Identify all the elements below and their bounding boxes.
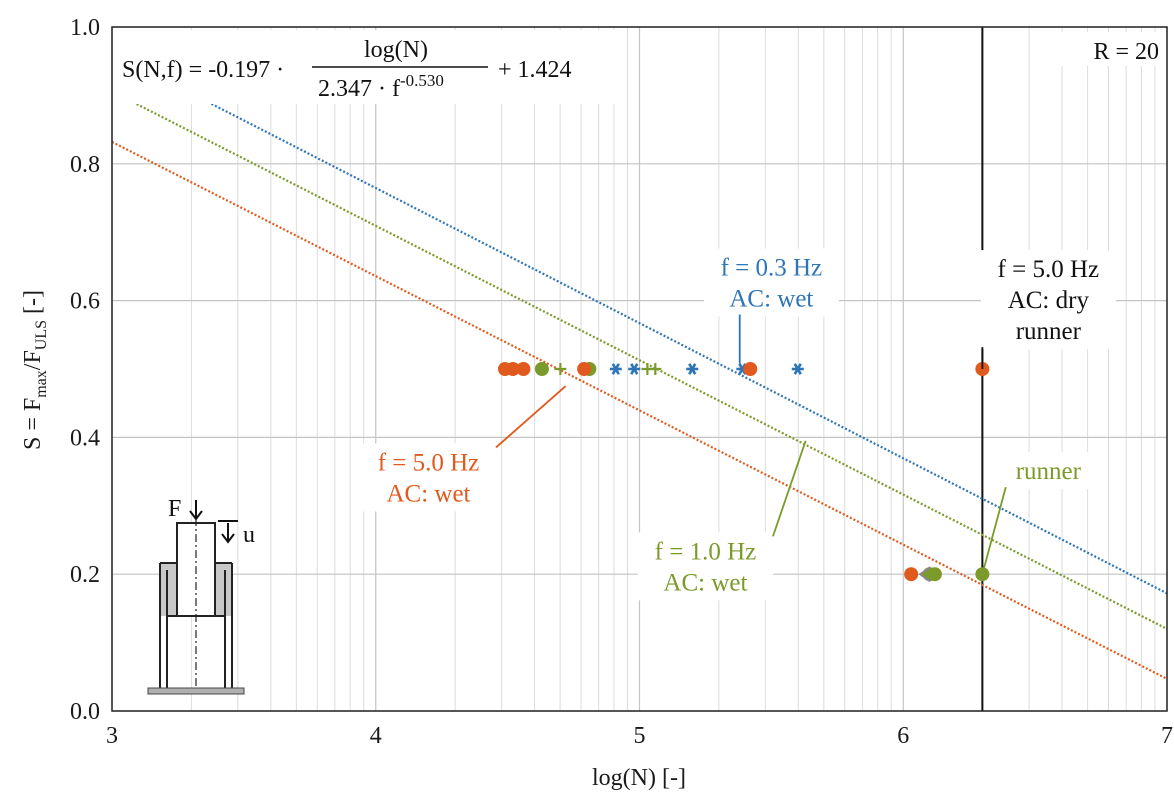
force-arrow bbox=[189, 500, 203, 521]
force-label: F bbox=[168, 496, 181, 522]
annotation-text: f = 1.0 Hz bbox=[655, 538, 757, 565]
displacement-label: u bbox=[243, 522, 255, 548]
x-tick-label: 7 bbox=[1161, 723, 1173, 749]
annotation-text: AC: wet bbox=[386, 480, 470, 507]
annotation-text: AC: wet bbox=[729, 286, 813, 313]
y-tick-label: 0.8 bbox=[70, 152, 100, 178]
specimen-sketch: F u bbox=[147, 496, 255, 695]
x-tick-label: 3 bbox=[106, 723, 118, 749]
annotation-text: runner bbox=[1016, 458, 1082, 485]
fit-line bbox=[203, 99, 1168, 595]
y-axis-title-slash: /F bbox=[20, 350, 46, 370]
annotation-box bbox=[361, 443, 496, 512]
annotation-box bbox=[1005, 452, 1091, 490]
annotation-text: f = 5.0 Hz bbox=[998, 256, 1100, 283]
r-label-box bbox=[1058, 32, 1164, 66]
y-tick-label: 0.6 bbox=[70, 289, 100, 315]
y-axis-title-sub1: max bbox=[33, 370, 50, 398]
displacement-arrow bbox=[218, 520, 238, 544]
data-point-asterisk bbox=[791, 363, 804, 375]
fit-line bbox=[132, 101, 1168, 630]
y-axis-title-unit: [-] bbox=[20, 290, 46, 320]
data-point-plus bbox=[649, 363, 662, 375]
annotation-leader bbox=[495, 385, 567, 449]
data-point-circle bbox=[927, 567, 942, 582]
data-point-circle bbox=[743, 362, 758, 376]
equation-denominator: 2.347 · f-0.530 bbox=[318, 71, 444, 102]
equation-numerator: log(N) bbox=[364, 37, 428, 63]
asterisk-stroke bbox=[630, 363, 639, 375]
annotation-text: AC: wet bbox=[663, 569, 747, 596]
annotation-text: f = 5.0 Hz bbox=[378, 449, 480, 476]
data-point-asterisk bbox=[609, 363, 622, 375]
equation: S(N,f) = -0.197 · log(N) 2.347 · f-0.530… bbox=[114, 30, 626, 104]
annotation-leader bbox=[772, 440, 807, 537]
y-tick-label: 0.4 bbox=[70, 425, 100, 451]
y-axis-title-main: S = F bbox=[20, 398, 46, 450]
data-point-runout bbox=[918, 566, 931, 583]
data-point-circle bbox=[505, 362, 520, 376]
equation-rhs: + 1.424 bbox=[498, 57, 572, 83]
plot-frame bbox=[111, 26, 1168, 712]
data-points bbox=[497, 362, 990, 583]
annotation-box bbox=[637, 532, 773, 601]
data-point-circle bbox=[904, 567, 919, 582]
annotation-leader bbox=[981, 486, 1007, 575]
data-point-circle bbox=[516, 362, 531, 376]
asterisk-stroke bbox=[793, 363, 802, 375]
x-axis-title: log(N) [-] bbox=[592, 765, 686, 791]
x-tick-label: 6 bbox=[897, 723, 909, 749]
annotation-text: runner bbox=[1016, 318, 1082, 345]
asterisk-stroke bbox=[688, 363, 697, 375]
annotation-box bbox=[980, 250, 1116, 350]
tick-labels: 3 4 5 6 7 0.0 0.2 0.4 0.6 0.8 1.0 bbox=[70, 15, 1173, 749]
data-point-plus bbox=[554, 363, 567, 375]
y-axis-title-sub2: ULS bbox=[33, 320, 50, 350]
equation-denominator-base: 2.347 · f bbox=[318, 76, 400, 102]
asterisk-stroke bbox=[611, 363, 620, 375]
y-tick-label: 0.0 bbox=[70, 699, 100, 725]
data-point-asterisk bbox=[686, 363, 699, 375]
y-tick-label: 0.2 bbox=[70, 562, 100, 588]
y-tick-label: 1.0 bbox=[70, 15, 100, 41]
annotation-text: AC: dry bbox=[1008, 287, 1090, 314]
sketch-base bbox=[147, 687, 245, 695]
s-n-lines bbox=[111, 99, 1168, 680]
data-point-circle bbox=[577, 362, 592, 376]
y-axis-title: S = Fmax/FULS [-] bbox=[20, 290, 50, 450]
r-label: R = 20 bbox=[1093, 39, 1159, 65]
x-tick-label: 4 bbox=[370, 723, 382, 749]
x-tick-label: 5 bbox=[634, 723, 646, 749]
data-point-asterisk bbox=[628, 363, 641, 375]
annotation-text: f = 0.3 Hz bbox=[721, 255, 823, 282]
fit-line bbox=[111, 140, 1168, 680]
data-point-circle bbox=[534, 362, 549, 376]
annotation-box bbox=[703, 248, 839, 317]
annotations: f = 0.3 Hz AC: wet f = 5.0 Hz AC: wet f = 1.… bbox=[361, 248, 1116, 601]
equation-exponent: -0.530 bbox=[400, 71, 444, 90]
equation-lhs: S(N,f) = -0.197 · bbox=[122, 57, 284, 83]
